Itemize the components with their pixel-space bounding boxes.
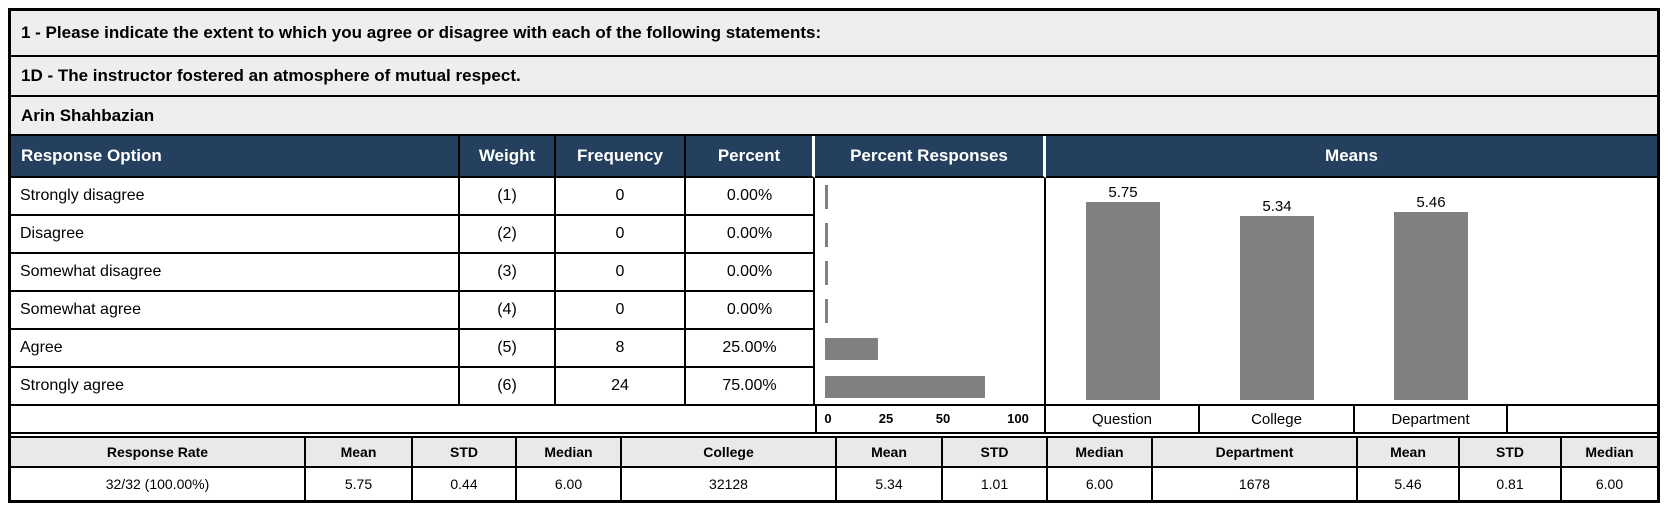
mean-bar-college [1240,216,1314,400]
col-header-frequency: Frequency [556,136,686,178]
summary-header-college-median: Median [1048,438,1153,468]
response-option: Strongly agree [11,368,460,406]
percent-value: 25.00% [686,330,815,368]
mean-value-department: 5.46 [1416,194,1446,211]
summary-header-college: College [622,438,837,468]
mean-bar-group-question: 5.75 [1086,184,1160,400]
response-option: Somewhat agree [11,292,460,330]
mean-bar-department [1394,212,1468,400]
mean-bar-group-department: 5.46 [1394,194,1468,400]
summary-value-mean: 5.75 [306,468,413,500]
percent-bar-strongly-disagree [825,185,828,209]
question-group-title: 1 - Please indicate the extent to which … [11,11,1657,57]
col-header-weight: Weight [460,136,556,178]
summary-value-department-n: 1678 [1153,468,1358,500]
col-header-response-option: Response Option [11,136,460,178]
summary-value-std: 0.44 [413,468,517,500]
percent-value: 0.00% [686,178,815,216]
chart-axis-row: 0 25 50 100 Question College Department [11,406,1657,434]
summary-value-college-median: 6.00 [1048,468,1153,500]
evaluation-report: 1 - Please indicate the extent to which … [8,8,1660,503]
axis-row-spacer [11,406,815,432]
col-header-percent-responses: Percent Responses [815,136,1046,178]
percent-value: 0.00% [686,216,815,254]
summary-header-college-mean: Mean [837,438,943,468]
mean-bar-question [1086,202,1160,400]
summary-value-department-mean: 5.46 [1358,468,1460,500]
percent-value: 0.00% [686,292,815,330]
means-chart: 5.75 5.34 5.46 [1046,178,1657,406]
summary-header-department-std: STD [1460,438,1562,468]
percent-bar-somewhat-agree [825,299,828,323]
summary-header-std: STD [413,438,517,468]
percent-bar-agree [825,338,878,360]
frequency-value: 0 [556,216,686,254]
summary-value-response-rate: 32/32 (100.00%) [11,468,306,500]
question-text: 1D - The instructor fostered an atmosphe… [21,66,521,85]
weight-value: (5) [460,330,556,368]
weight-value: (4) [460,292,556,330]
axis-tick-25: 25 [878,411,894,426]
axis-tick-100: 100 [1007,411,1029,426]
summary-table: Response Rate Mean STD Median College Me… [11,436,1657,500]
response-option: Agree [11,330,460,368]
response-option: Strongly disagree [11,178,460,216]
frequency-value: 0 [556,178,686,216]
summary-value-department-std: 0.81 [1460,468,1562,500]
percent-axis: 0 25 50 100 [815,406,1046,432]
percent-responses-chart [815,178,1046,406]
response-table: Response Option Weight Frequency Percent… [11,136,1657,406]
summary-header-college-std: STD [943,438,1048,468]
mean-value-college: 5.34 [1262,198,1292,215]
mean-value-question: 5.75 [1108,184,1138,201]
percent-value: 0.00% [686,254,815,292]
summary-header-mean: Mean [306,438,413,468]
summary-value-median: 6.00 [517,468,622,500]
frequency-value: 24 [556,368,686,406]
percent-bar-disagree [825,223,828,247]
frequency-value: 8 [556,330,686,368]
means-label-question: Question [1046,406,1200,432]
percent-value: 75.00% [686,368,815,406]
means-label-college: College [1200,406,1355,432]
response-option: Disagree [11,216,460,254]
summary-value-college-std: 1.01 [943,468,1048,500]
summary-header-department-mean: Mean [1358,438,1460,468]
summary-value-college-mean: 5.34 [837,468,943,500]
percent-bar-strongly-agree [825,376,985,398]
summary-header-department: Department [1153,438,1358,468]
weight-value: (3) [460,254,556,292]
col-header-means: Means [1046,136,1657,178]
response-option: Somewhat disagree [11,254,460,292]
instructor-name-bar: Arin Shahbazian [11,97,1657,136]
summary-header-response-rate: Response Rate [11,438,306,468]
axis-tick-0: 0 [824,411,832,426]
means-label-empty [1508,406,1657,432]
summary-header-median: Median [517,438,622,468]
summary-value-department-median: 6.00 [1562,468,1657,500]
axis-tick-50: 50 [935,411,951,426]
frequency-value: 0 [556,292,686,330]
means-label-department: Department [1355,406,1508,432]
summary-value-college-n: 32128 [622,468,837,500]
percent-bar-somewhat-disagree [825,261,828,285]
frequency-value: 0 [556,254,686,292]
question-title: 1D - The instructor fostered an atmosphe… [11,57,1657,97]
summary-header-department-median: Median [1562,438,1657,468]
weight-value: (6) [460,368,556,406]
mean-bar-group-college: 5.34 [1240,198,1314,400]
instructor-name: Arin Shahbazian [21,105,155,125]
weight-value: (1) [460,178,556,216]
question-group-text: 1 - Please indicate the extent to which … [21,23,822,42]
col-header-percent: Percent [686,136,815,178]
weight-value: (2) [460,216,556,254]
